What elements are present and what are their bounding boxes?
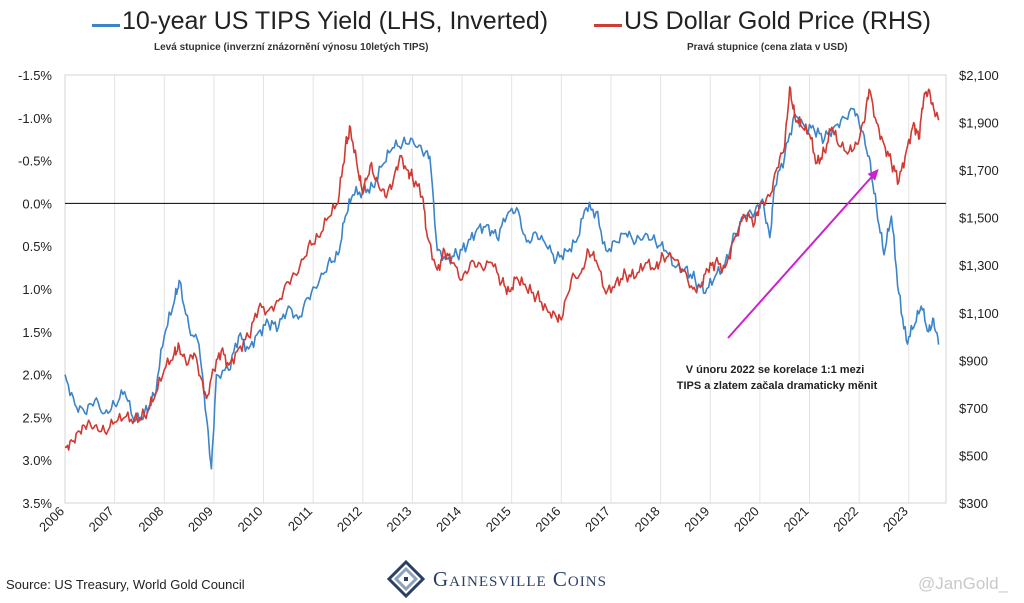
gold-legend-subtitle: Pravá stupnice (cena zlata v USD) bbox=[687, 42, 848, 53]
x-tick-label: 2008 bbox=[135, 504, 166, 535]
left-tick-label: 0.5% bbox=[22, 239, 52, 254]
annotation: V únoru 2022 se korelace 1:1 mezi TIPS a… bbox=[677, 169, 879, 392]
right-tick-label: $500 bbox=[959, 448, 988, 463]
brand-name: Gainesville Coins bbox=[433, 567, 607, 591]
left-tick-label: 0.0% bbox=[22, 196, 52, 211]
x-tick-label: 2011 bbox=[285, 504, 315, 534]
right-tick-label: $2,100 bbox=[959, 68, 999, 83]
right-tick-label: $700 bbox=[959, 401, 988, 416]
right-axis-ticks: $2,100 $1,900 $1,700 $1,500 $1,300 $1,100 $900… bbox=[959, 68, 999, 511]
annotation-line-1: V únoru 2022 se korelace 1:1 mezi bbox=[686, 364, 865, 376]
x-tick-label: 2017 bbox=[582, 504, 613, 535]
x-tick-label: 2022 bbox=[830, 504, 861, 535]
gold-price-line bbox=[64, 86, 940, 451]
series-layer bbox=[64, 86, 940, 470]
right-tick-label: $1,900 bbox=[959, 116, 999, 131]
legend: 10-year US TIPS Yield (LHS, Inverted) Le… bbox=[0, 0, 1024, 60]
tips-legend-subtitle: Levá stupnice (inverzní znázornění výnos… bbox=[154, 42, 429, 53]
brand-logo: Gainesville Coins bbox=[386, 559, 606, 599]
x-tick-label: 2009 bbox=[185, 504, 216, 535]
x-tick-label: 2021 bbox=[781, 504, 812, 535]
x-tick-label: 2016 bbox=[532, 504, 563, 535]
left-tick-label: 1.5% bbox=[22, 325, 52, 340]
x-tick-label: 2010 bbox=[235, 504, 266, 535]
right-tick-label: $1,500 bbox=[959, 211, 999, 226]
x-tick-label: 2013 bbox=[384, 504, 415, 535]
x-tick-label: 2007 bbox=[86, 504, 117, 535]
left-tick-label: -0.5% bbox=[18, 154, 52, 169]
left-tick-label: -1.5% bbox=[18, 68, 52, 83]
watermark: @JanGold_ bbox=[918, 574, 1009, 593]
right-tick-label: $1,300 bbox=[959, 258, 999, 273]
gold-legend-swatch bbox=[594, 24, 622, 27]
left-tick-label: 2.0% bbox=[22, 368, 52, 383]
right-tick-label: $1,100 bbox=[959, 306, 999, 321]
annotation-arrow bbox=[727, 171, 877, 339]
tips-legend-label: 10-year US TIPS Yield (LHS, Inverted) bbox=[122, 7, 549, 35]
left-tick-label: 1.0% bbox=[22, 282, 52, 297]
right-tick-label: $1,700 bbox=[959, 163, 999, 178]
chart: -1.5% -1.0% -0.5% 0.0% 0.5% 1.0% 1.5% 2.0% 2.5% 3… bbox=[18, 68, 999, 535]
left-tick-label: 3.0% bbox=[22, 453, 52, 468]
left-tick-label: 2.5% bbox=[22, 410, 52, 425]
x-tick-label: 2023 bbox=[880, 504, 911, 535]
x-tick-label: 2018 bbox=[632, 504, 663, 535]
right-tick-label: $900 bbox=[959, 353, 988, 368]
brand-mark-icon bbox=[386, 559, 426, 599]
annotation-arrow-head bbox=[867, 169, 879, 181]
x-axis-ticks: 2006 2007 2008 2009 2010 2011 2012 2013 2014 2015… bbox=[36, 504, 911, 535]
right-tick-label: $300 bbox=[959, 496, 988, 511]
x-tick-label: 2014 bbox=[433, 504, 464, 535]
left-axis-ticks: -1.5% -1.0% -0.5% 0.0% 0.5% 1.0% 1.5% 2.0% 2.5% 3… bbox=[18, 68, 52, 511]
x-tick-label: 2019 bbox=[681, 504, 712, 535]
plot-frame bbox=[64, 74, 947, 504]
annotation-line-2: TIPS a zlatem začala dramaticky měnit bbox=[677, 380, 878, 392]
x-tick-label: 2020 bbox=[731, 504, 762, 535]
tips-yield-line bbox=[64, 107, 940, 470]
source-note: Source: US Treasury, World Gold Council bbox=[6, 577, 245, 592]
left-tick-label: -1.0% bbox=[18, 111, 52, 126]
left-tick-label: 3.5% bbox=[22, 496, 52, 511]
gold-legend-label: US Dollar Gold Price (RHS) bbox=[624, 7, 932, 35]
x-tick-label: 2015 bbox=[483, 504, 514, 535]
tips-legend-swatch bbox=[92, 24, 120, 27]
x-tick-label: 2012 bbox=[334, 504, 365, 535]
